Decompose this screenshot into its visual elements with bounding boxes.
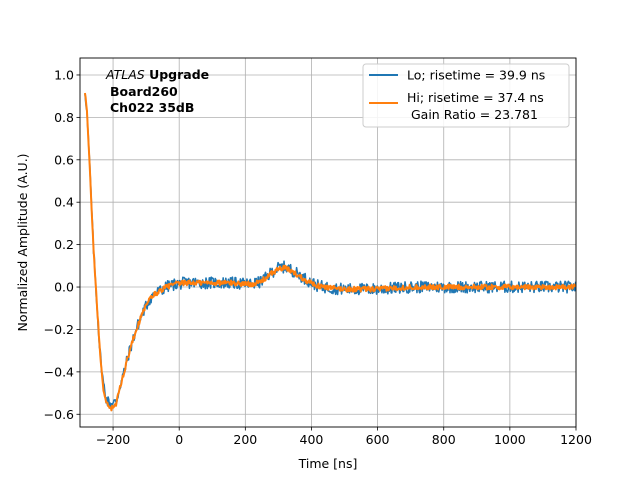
annotation-upgrade: Upgrade (145, 67, 209, 82)
y-tick-label: 0.4 (54, 195, 74, 210)
atlas-annotation: ATLAS Upgrade Board260 Ch022 35dB (105, 67, 209, 115)
y-tick-label: −0.6 (44, 407, 74, 422)
y-tick-label: 0.8 (54, 110, 74, 125)
y-axis-label: Normalized Amplitude (A.U.) (15, 153, 30, 331)
legend-label-gain-ratio: Gain Ratio = 23.781 (407, 107, 538, 122)
annotation-line-2: Board260 (110, 84, 178, 99)
y-tick-label: −0.4 (44, 364, 74, 379)
x-axis-label: Time [ns] (298, 456, 358, 471)
plot-frame (79, 57, 577, 428)
y-tick-label: −0.2 (44, 322, 74, 337)
legend: Lo; risetime = 39.9 ns Hi; risetime = 37… (362, 63, 570, 128)
x-tick-label: 600 (366, 432, 390, 447)
ticks: −200 0 200 400 600 800 1000 1200 −0.6 −0.4 −0.2 0.0… (44, 67, 592, 447)
annotation-line-3: Ch022 35dB (110, 100, 194, 115)
legend-label-lo: Lo; risetime = 39.9 ns (407, 68, 545, 83)
annotation-atlas: ATLAS (105, 67, 145, 82)
x-tick-label: −200 (96, 432, 130, 447)
x-tick-label: 400 (300, 432, 324, 447)
legend-label-hi: Hi; risetime = 37.4 ns (407, 90, 544, 105)
x-tick-label: 800 (432, 432, 456, 447)
annotation-line-1: ATLAS Upgrade (105, 67, 209, 82)
x-tick-label: 200 (233, 432, 257, 447)
series-group (83, 92, 577, 412)
legend-box (362, 63, 570, 128)
y-tick-label: 0.0 (54, 280, 74, 295)
x-tick-label: 0 (175, 432, 183, 447)
y-tick-label: 1.0 (54, 67, 74, 82)
y-tick-label: 0.2 (54, 237, 74, 252)
y-tick-label: 0.6 (54, 152, 74, 167)
x-tick-label: 1200 (560, 432, 592, 447)
x-tick-label: 1000 (494, 432, 526, 447)
series-line-hi (83, 92, 577, 412)
series-line-lo (84, 93, 577, 409)
